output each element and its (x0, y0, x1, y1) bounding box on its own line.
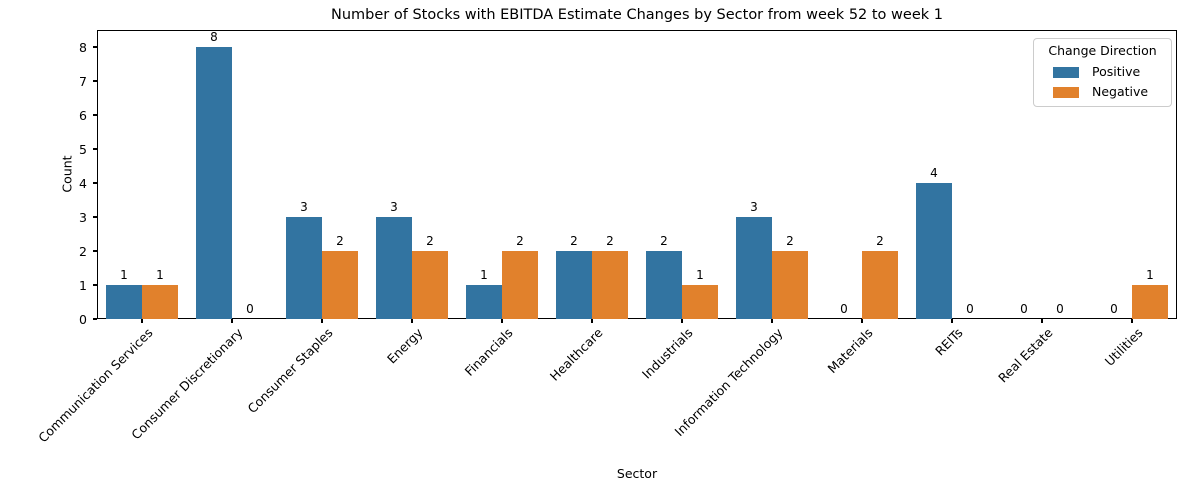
x-tick-label-energy: Energy (384, 325, 426, 367)
y-tick (93, 250, 97, 252)
bar-positive-healthcare (556, 251, 592, 319)
y-tick-label: 1 (79, 277, 87, 293)
bar-value-label: 2 (426, 234, 434, 248)
bar-positive-energy (376, 217, 412, 319)
legend-entries: Positive Negative (1034, 65, 1171, 99)
x-tick-label-materials: Materials (824, 325, 876, 377)
bar-value-label: 1 (1146, 268, 1154, 282)
bar-positive-consumer-staples (286, 217, 322, 319)
y-tick-label: 4 (79, 175, 87, 191)
bar-value-label: 2 (336, 234, 344, 248)
bar-value-label: 2 (606, 234, 614, 248)
bar-negative-healthcare (592, 251, 628, 319)
legend-swatch-positive (1053, 66, 1079, 78)
bar-positive-reits (916, 183, 952, 319)
bar-value-label: 0 (840, 302, 848, 316)
x-tick-label-reits: REITs (932, 325, 966, 359)
x-tick-label-financials: Financials (461, 325, 516, 379)
y-tick (93, 318, 97, 320)
y-tick-label: 2 (79, 243, 87, 259)
legend-swatch-negative (1053, 86, 1079, 98)
bar-negative-consumer-staples (322, 251, 358, 319)
bar-value-label: 3 (390, 200, 398, 214)
bar-value-label: 0 (1110, 302, 1118, 316)
bar-value-label: 0 (1020, 302, 1028, 316)
y-tick (93, 114, 97, 116)
x-tick-label-consumer-staples: Consumer Staples (244, 325, 336, 417)
bar-value-label: 2 (786, 234, 794, 248)
legend-entry-positive: Positive (1034, 65, 1171, 79)
y-tick (93, 80, 97, 82)
y-tick (93, 216, 97, 218)
x-tick (501, 319, 503, 323)
x-tick-label-real-estate: Real Estate (995, 325, 1056, 386)
x-tick-label-utilities: Utilities (1101, 325, 1146, 369)
bar-negative-financials (502, 251, 538, 319)
bar-value-label: 0 (246, 302, 254, 316)
x-tick-label-industrials: Industrials (638, 325, 696, 382)
x-tick (141, 319, 143, 323)
x-tick (591, 319, 593, 323)
bar-negative-materials (862, 251, 898, 319)
y-tick (93, 46, 97, 48)
x-tick (1041, 319, 1043, 323)
bar-negative-industrials (682, 285, 718, 319)
bar-value-label: 2 (570, 234, 578, 248)
x-axis-label: Sector (616, 466, 658, 481)
bar-positive-financials (466, 285, 502, 319)
x-tick (231, 319, 233, 323)
bar-value-label: 1 (156, 268, 164, 282)
x-tick-label-healthcare: Healthcare (546, 325, 606, 384)
y-tick (93, 148, 97, 150)
x-tick (411, 319, 413, 323)
legend-title: Change Direction (1048, 43, 1157, 58)
bar-value-label: 3 (750, 200, 758, 214)
bar-value-label: 1 (480, 268, 488, 282)
y-tick-label: 8 (79, 39, 87, 55)
bar-negative-energy (412, 251, 448, 319)
y-tick (93, 182, 97, 184)
bar-value-label: 1 (120, 268, 128, 282)
plot-area (97, 30, 1177, 319)
y-tick-label: 7 (79, 73, 87, 89)
x-tick (321, 319, 323, 323)
bar-value-label: 2 (660, 234, 668, 248)
bar-negative-information-technology (772, 251, 808, 319)
y-tick-label: 6 (79, 107, 87, 123)
bar-positive-information-technology (736, 217, 772, 319)
y-tick-label: 3 (79, 209, 87, 225)
bar-value-label: 4 (930, 166, 938, 180)
legend-label-negative: Negative (1092, 84, 1149, 99)
legend-label-positive: Positive (1092, 64, 1141, 79)
bar-value-label: 8 (210, 30, 218, 44)
y-tick (93, 284, 97, 286)
bar-value-label: 0 (966, 302, 974, 316)
y-axis-label: Count (59, 155, 75, 193)
bar-value-label: 1 (696, 268, 704, 282)
bar-value-label: 2 (876, 234, 884, 248)
bar-value-label: 2 (516, 234, 524, 248)
y-tick-label: 5 (79, 141, 87, 157)
x-tick (681, 319, 683, 323)
bar-positive-communication-services (106, 285, 142, 319)
x-tick (861, 319, 863, 323)
y-tick-label: 0 (79, 311, 87, 327)
bar-value-label: 0 (1056, 302, 1064, 316)
x-tick (951, 319, 953, 323)
bar-negative-utilities (1132, 285, 1168, 319)
bar-positive-consumer-discretionary (196, 47, 232, 319)
legend: Change Direction Positive Negative (1033, 38, 1172, 107)
bar-positive-industrials (646, 251, 682, 319)
chart-title: Number of Stocks with EBITDA Estimate Ch… (331, 7, 943, 23)
x-tick (1131, 319, 1133, 323)
bar-value-label: 3 (300, 200, 308, 214)
legend-entry-negative: Negative (1034, 85, 1171, 99)
bar-negative-communication-services (142, 285, 178, 319)
x-tick (771, 319, 773, 323)
